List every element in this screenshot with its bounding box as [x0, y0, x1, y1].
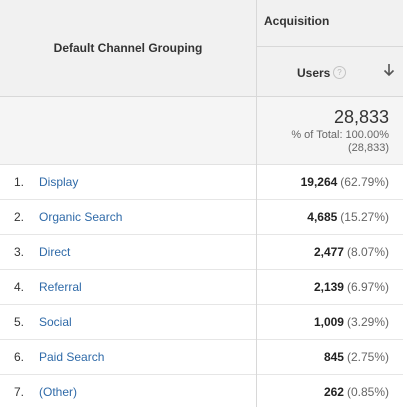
table-row: 2. Organic Search 4,685 (15.27%) [0, 200, 403, 235]
row-users-cell: 2,477 (8.07%) [314, 245, 389, 259]
row-users-value: 19,264 [300, 175, 338, 189]
data-rows: 1. Display 19,264 (62.79%) 2. Organic Sea… [0, 165, 403, 409]
row-users-cell: 2,139 (6.97%) [314, 280, 389, 294]
table-header: Default Channel Grouping Acquisition Use… [0, 0, 403, 97]
row-share-value: (2.75%) [346, 350, 389, 364]
row-users-cell: 845 (2.75%) [324, 350, 389, 364]
row-number: 2. [14, 210, 25, 224]
total-percent-label: % of Total: 100.00% [291, 129, 389, 141]
row-users-value: 262 [323, 385, 344, 399]
row-number: 4. [14, 280, 25, 294]
row-share-value: (6.97%) [346, 280, 389, 294]
row-share-value: (15.27%) [340, 210, 389, 224]
row-users-value: 2,139 [313, 280, 344, 294]
channel-link[interactable]: Social [39, 315, 72, 329]
table-row: 7. (Other) 262 (0.85%) [0, 375, 403, 409]
channel-link[interactable]: Paid Search [39, 350, 105, 364]
channel-link[interactable]: Organic Search [39, 210, 123, 224]
channel-link[interactable]: Referral [39, 280, 82, 294]
table-row: 6. Paid Search 845 (2.75%) [0, 340, 403, 375]
row-number: 3. [14, 245, 25, 259]
table-row: 4. Referral 2,139 (6.97%) [0, 270, 403, 305]
row-number: 5. [14, 315, 25, 329]
row-number: 7. [14, 385, 25, 399]
header-divider [257, 46, 403, 47]
row-users-value: 4,685 [307, 210, 338, 224]
totals-row: 28,833 % of Total: 100.00% (28,833) [0, 97, 403, 165]
row-users-cell: 262 (0.85%) [324, 385, 389, 399]
arrow-down-icon[interactable] [382, 62, 396, 78]
table-row: 1. Display 19,264 (62.79%) [0, 165, 403, 200]
table-row: 5. Social 1,009 (3.29%) [0, 305, 403, 340]
row-users-cell: 4,685 (15.27%) [307, 210, 389, 224]
row-users-value: 1,009 [313, 315, 344, 329]
dimension-header-cell: Default Channel Grouping [0, 0, 256, 96]
channel-link[interactable]: Display [39, 175, 79, 189]
total-users-value: 28,833 [333, 107, 389, 127]
column-divider [256, 0, 257, 407]
dimension-column-label: Default Channel Grouping [53, 41, 203, 55]
channel-link[interactable]: (Other) [39, 385, 78, 399]
row-users-cell: 1,009 (3.29%) [314, 315, 389, 329]
row-share-value: (8.07%) [346, 245, 389, 259]
users-column-header[interactable]: Users ? [257, 47, 403, 96]
row-users-cell: 19,264 (62.79%) [301, 175, 389, 189]
channel-link[interactable]: Direct [39, 245, 71, 259]
row-share-value: (0.85%) [346, 385, 389, 399]
question-circle-icon[interactable]: ? [333, 66, 346, 79]
row-number: 6. [14, 350, 25, 364]
row-share-value: (3.29%) [346, 315, 389, 329]
table-row: 3. Direct 2,477 (8.07%) [0, 235, 403, 270]
users-column-label: Users [297, 66, 331, 80]
row-share-value: (62.79%) [340, 175, 389, 189]
total-absolute-label: (28,833) [348, 142, 389, 154]
row-number: 1. [14, 175, 25, 189]
row-users-value: 2,477 [313, 245, 344, 259]
row-users-value: 845 [323, 350, 344, 364]
metric-group-label: Acquisition [264, 14, 330, 28]
